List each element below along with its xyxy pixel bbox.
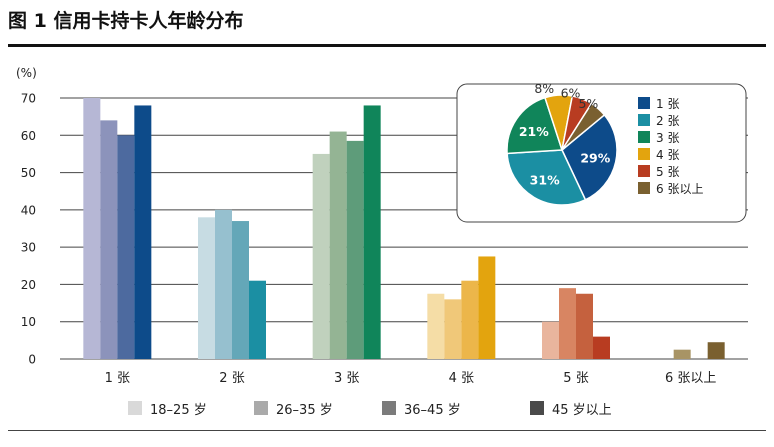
x-tick-label: 6 张以上 [665,371,716,386]
pie-value-label: 29% [580,150,610,165]
bar [707,342,725,359]
y-tick-label: 60 [21,129,36,143]
bar [461,280,479,359]
y-tick-label: 30 [21,241,36,255]
legend-label: 36–45 岁 [404,402,461,418]
chart-title: 图 1 信用卡持卡人年龄分布 [8,10,244,32]
legend-swatch [128,401,142,415]
pie-slice [506,96,564,155]
y-tick-label: 20 [21,278,36,292]
x-tick-label: 5 张 [563,371,588,386]
bar [100,120,118,359]
legend-swatch [530,401,544,415]
bar [83,98,101,359]
y-tick-label: 50 [21,166,36,180]
bar [427,293,445,359]
pie-legend-label: 4 张 [656,148,679,162]
legend-label: 26–35 岁 [276,402,333,418]
pie-slice [561,102,606,151]
y-tick-label: 40 [21,203,36,217]
x-tick-label: 4 张 [449,371,474,386]
pie-legend-swatch [638,148,650,160]
pie-legend-label: 3 张 [656,131,679,145]
pie-value-label: 6% [561,85,581,100]
legend-item: 36–45 岁 [382,397,461,419]
legend-label: 18–25 岁 [150,402,207,418]
pie-legend-swatch [638,97,650,109]
pie-legend-label: 1 张 [656,97,679,111]
bar [363,105,381,359]
bar [673,349,691,359]
title-rule [8,44,766,47]
pie-value-label: 21% [519,124,549,139]
pie-legend-label: 2 张 [656,114,679,128]
bar [478,256,496,359]
pie-legend-swatch [638,131,650,143]
y-tick-label: 10 [21,315,36,329]
legend-swatch [254,401,268,415]
legend-item: 45 岁以上 [530,397,612,419]
bar [232,221,249,359]
pie-legend-swatch [638,114,650,126]
bar [249,280,266,359]
bar [215,209,232,359]
pie-slice [506,149,587,206]
bar [117,135,135,359]
bar [312,153,330,359]
bar [444,299,462,359]
y-tick-label: 0 [28,353,36,367]
bar [559,288,576,359]
x-tick-label: 3 张 [334,371,359,386]
pie-legend-swatch [638,165,650,177]
x-tick-label: 1 张 [105,371,130,386]
bar [593,336,610,359]
legend-swatch [382,401,396,415]
pie-legend-label: 5 张 [656,165,679,179]
pie-value-label: 5% [578,96,598,111]
bar [329,131,347,359]
pie-legend-label: 6 张以上 [656,182,703,196]
bar [542,321,559,359]
bar [576,293,593,359]
bar [134,105,152,359]
bar [346,140,364,359]
y-axis-label: (%) [16,66,37,80]
x-tick-label: 2 张 [219,371,244,386]
y-tick-label: 70 [21,92,36,106]
legend-label: 45 岁以上 [552,402,612,418]
pie-value-label: 8% [534,81,554,96]
legend-item: 26–35 岁 [254,397,333,419]
legend-item: 18–25 岁 [128,397,207,419]
pie-value-label: 31% [530,172,560,187]
bottom-rule [8,430,766,431]
bar-legend: 18–25 岁 26–35 岁 36–45 岁 45 岁以上 [0,397,774,421]
pie-legend-swatch [638,182,650,194]
bar [198,217,215,359]
